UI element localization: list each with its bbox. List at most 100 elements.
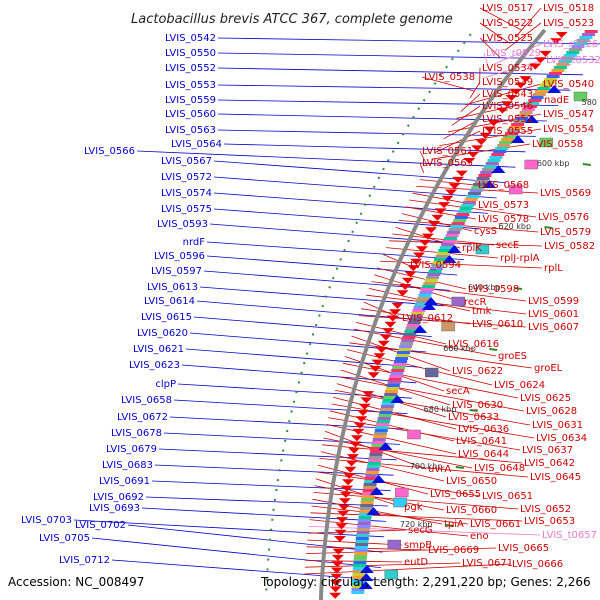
reverse-gene-label[interactable]: LVIS_0560 (165, 109, 216, 120)
reverse-gene-label[interactable]: LVIS_0620 (137, 328, 188, 339)
forward-gene-label[interactable]: LVIS_0650 (446, 476, 497, 487)
rna-gene-label[interactable]: LVIS_r0529 (486, 48, 541, 59)
forward-gene-label[interactable]: LVIS_0554 (543, 124, 594, 135)
reverse-gene-label[interactable]: LVIS_0613 (147, 282, 198, 293)
forward-gene-label[interactable]: secA (446, 386, 470, 397)
forward-gene-label[interactable]: LVIS_0669 (428, 545, 479, 556)
forward-gene-label[interactable]: LVIS_0651 (482, 491, 533, 502)
reverse-gene-label[interactable]: LVIS_0692 (93, 492, 144, 503)
forward-gene-label[interactable]: LVIS_0616 (448, 339, 499, 350)
forward-gene-label[interactable]: LVIS_0518 (543, 3, 594, 14)
forward-gene-label[interactable]: LVIS_0612 (402, 313, 453, 324)
reverse-gene-label[interactable]: LVIS_0550 (165, 48, 216, 59)
forward-gene-label[interactable]: LVIS_0540 (543, 79, 594, 90)
forward-gene-label[interactable]: LVIS_0534 (482, 63, 533, 74)
forward-gene-label[interactable]: LVIS_0555 (482, 126, 533, 137)
forward-gene-label[interactable]: nadE (544, 95, 569, 106)
forward-gene-label[interactable]: pgk (404, 502, 423, 513)
forward-gene-label[interactable]: LVIS_0648 (474, 463, 525, 474)
forward-gene-label[interactable]: LVIS_0561 (422, 146, 473, 157)
forward-gene-label[interactable]: LVIS_0598 (468, 284, 519, 295)
rna-gene-label[interactable]: LVIS_t0657 (542, 530, 597, 541)
forward-gene-label[interactable]: LVIS_0543 (482, 89, 533, 100)
reverse-gene-label[interactable]: clpP (155, 379, 176, 390)
forward-gene-label[interactable]: LVIS_0630 (452, 400, 503, 411)
forward-gene-label[interactable]: tmk (472, 306, 492, 317)
forward-gene-label[interactable]: LVIS_0671 (462, 558, 513, 569)
forward-gene-label[interactable]: LVIS_0661 (470, 519, 521, 530)
rna-gene-label[interactable]: LVIS_t0532 (546, 55, 600, 66)
forward-gene-label[interactable]: LVIS_0636 (458, 424, 509, 435)
forward-gene-label[interactable]: LVIS_0610 (472, 319, 523, 330)
forward-gene-label[interactable]: cysS (474, 226, 497, 237)
forward-gene-label[interactable]: LVIS_0666 (512, 559, 563, 570)
forward-gene-label[interactable]: groEL (534, 363, 563, 374)
forward-gene-label[interactable]: secG (408, 525, 433, 536)
forward-gene-label[interactable]: LVIS_0582 (544, 241, 595, 252)
forward-gene-label[interactable]: LVIS_0634 (536, 433, 587, 444)
forward-gene-label[interactable]: rplK (462, 243, 482, 254)
reverse-gene-label[interactable]: LVIS_0679 (106, 444, 157, 455)
forward-gene-label[interactable]: recR (464, 297, 487, 308)
forward-gene-label[interactable]: LVIS_0517 (482, 3, 533, 14)
reverse-gene-label[interactable]: LVIS_0596 (154, 251, 205, 262)
reverse-gene-label[interactable]: LVIS_0593 (157, 219, 208, 230)
reverse-gene-label[interactable]: LVIS_0615 (141, 312, 192, 323)
forward-gene-label[interactable]: LVIS_0568 (478, 180, 529, 191)
forward-gene-label[interactable]: LVIS_0579 (540, 227, 591, 238)
forward-gene-label[interactable]: LVIS_0652 (520, 504, 571, 515)
reverse-gene-label[interactable]: LVIS_0712 (59, 555, 110, 566)
reverse-gene-label[interactable]: LVIS_0691 (99, 476, 150, 487)
forward-gene-label[interactable]: rplL (544, 263, 563, 274)
rna-gene-label[interactable]: LVIS_r0526 (543, 39, 598, 50)
forward-gene-label[interactable]: LVIS_0576 (538, 212, 589, 223)
forward-gene-label[interactable]: LVIS_0546 (482, 101, 533, 112)
reverse-gene-label[interactable]: LVIS_0693 (89, 503, 140, 514)
reverse-gene-label[interactable]: LVIS_0614 (144, 296, 195, 307)
reverse-gene-label[interactable]: nrdF (183, 237, 206, 248)
forward-gene-label[interactable]: LVIS_0565 (422, 158, 473, 169)
reverse-gene-label[interactable]: LVIS_0597 (151, 266, 202, 277)
forward-gene-label[interactable]: LVIS_0644 (458, 449, 509, 460)
forward-gene-label[interactable]: LVIS_0578 (478, 214, 529, 225)
forward-gene-label[interactable]: LVIS_0523 (543, 18, 594, 29)
reverse-gene-label[interactable]: LVIS_0575 (161, 204, 212, 215)
forward-gene-label[interactable]: LVIS_0665 (498, 543, 549, 554)
forward-gene-label[interactable]: smpB (404, 540, 432, 551)
forward-gene-label[interactable]: LVIS_0631 (532, 420, 583, 431)
forward-gene-label[interactable]: secE (496, 240, 519, 251)
forward-gene-label[interactable]: LVIS_0525 (482, 33, 533, 44)
forward-gene-label[interactable]: LVIS_0547 (543, 109, 594, 120)
forward-gene-label[interactable]: LVIS_0655 (430, 489, 481, 500)
forward-gene-label[interactable]: eutD (404, 557, 428, 568)
reverse-gene-label[interactable]: LVIS_0542 (165, 33, 216, 44)
reverse-gene-label[interactable]: LVIS_0563 (165, 125, 216, 136)
forward-gene-label[interactable]: rplJ-rplA (500, 253, 540, 264)
forward-gene-label[interactable]: LVIS_0599 (528, 296, 579, 307)
forward-gene-label[interactable]: LVIS_0573 (478, 200, 529, 211)
reverse-gene-label[interactable]: LVIS_0703 (21, 515, 72, 526)
reverse-gene-label[interactable]: LVIS_0552 (165, 63, 216, 74)
forward-gene-label[interactable]: tpiA (444, 519, 464, 530)
reverse-gene-label[interactable]: LVIS_0572 (161, 172, 212, 183)
forward-gene-label[interactable]: LVIS_0641 (456, 436, 507, 447)
forward-gene-label[interactable]: groES (498, 351, 527, 362)
forward-gene-label[interactable]: LVIS_0653 (524, 516, 575, 527)
forward-gene-label[interactable]: LVIS_0660 (446, 505, 497, 516)
forward-gene-label[interactable]: LVIS_0558 (532, 139, 583, 150)
forward-gene-label[interactable]: eno (470, 531, 489, 542)
forward-gene-label[interactable]: LVIS_0607 (528, 322, 579, 333)
forward-gene-label[interactable]: LVIS_0522 (482, 18, 533, 29)
forward-gene-label[interactable]: LVIS_0633 (448, 412, 499, 423)
forward-gene-label[interactable]: LVIS_0624 (494, 380, 545, 391)
reverse-gene-label[interactable]: LVIS_0559 (165, 95, 216, 106)
forward-gene-label[interactable]: LVIS_0645 (530, 472, 581, 483)
reverse-gene-label[interactable]: LVIS_0566 (84, 146, 135, 157)
forward-gene-label[interactable]: LVIS_0628 (526, 406, 577, 417)
forward-gene-label[interactable]: LVIS_0569 (540, 188, 591, 199)
forward-gene-label[interactable]: LVIS_0594 (410, 260, 461, 271)
reverse-gene-label[interactable]: LVIS_0658 (121, 395, 172, 406)
forward-gene-label[interactable]: uvrA (428, 464, 451, 475)
reverse-gene-label[interactable]: LVIS_0672 (117, 412, 168, 423)
forward-gene-label[interactable]: LVIS_0642 (524, 458, 575, 469)
